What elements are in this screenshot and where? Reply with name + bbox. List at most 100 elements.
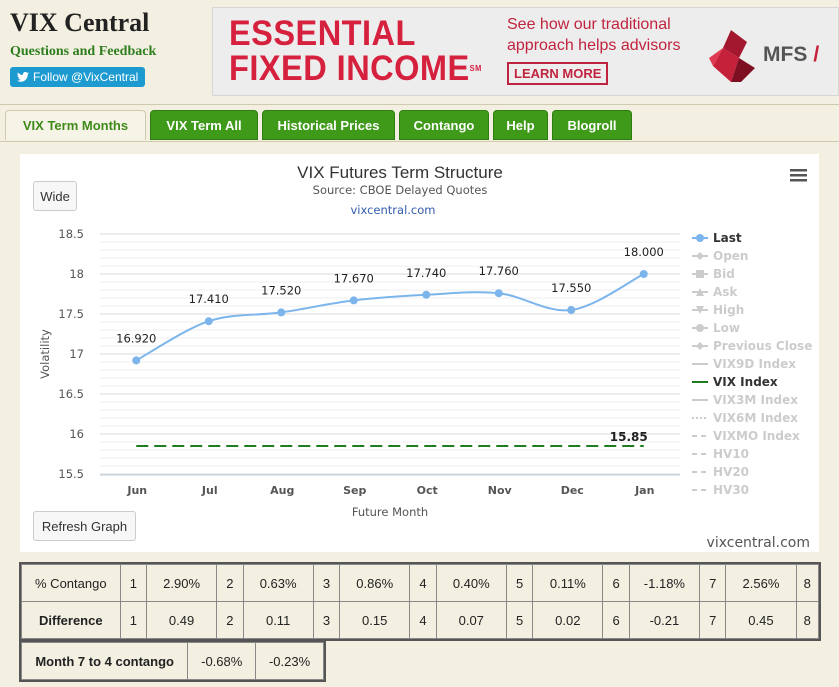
- ad-banner[interactable]: ESSENTIAL FIXED INCOMESM See how our tra…: [212, 7, 839, 96]
- legend-circle-icon: [696, 234, 704, 242]
- x-tick-label: Jan: [634, 484, 654, 497]
- contango-value: 2.56%: [725, 564, 797, 602]
- legend-item[interactable]: VIXMO Index: [692, 429, 800, 443]
- follow-twitter-button[interactable]: Follow @VixCentral: [10, 67, 146, 87]
- table-row: Month 7 to 4 contango -0.68% -0.23%: [20, 642, 324, 680]
- y-tick-label: 18.5: [58, 227, 84, 241]
- legend-circle-icon: [696, 324, 704, 332]
- month-number: 3: [312, 601, 341, 639]
- refresh-graph-button[interactable]: Refresh Graph: [33, 511, 136, 541]
- ad-headline-line1: ESSENTIAL: [229, 14, 416, 53]
- difference-value: 0.07: [435, 601, 507, 639]
- difference-value: 0.11: [242, 601, 314, 639]
- y-tick-label: 17: [69, 347, 84, 361]
- contango-value: 0.63%: [242, 564, 314, 602]
- legend-label: VIX Index: [713, 375, 778, 389]
- y-axis-title: Volatility: [38, 329, 52, 379]
- legend-label: High: [713, 303, 744, 317]
- legend-item[interactable]: Bid: [692, 267, 735, 281]
- legend-triangle-down-icon: [696, 306, 704, 314]
- menu-icon[interactable]: [790, 169, 807, 182]
- last-data-point: [422, 290, 431, 299]
- x-tick-label: Oct: [417, 484, 438, 497]
- ad-headline-line2: FIXED INCOMESM: [229, 51, 482, 86]
- site-title[interactable]: VIX Central: [10, 8, 150, 37]
- difference-value: -0.21: [628, 601, 700, 639]
- legend-item[interactable]: VIX3M Index: [692, 393, 798, 407]
- month-number: 6: [602, 564, 630, 602]
- tab-help[interactable]: Help: [493, 110, 548, 140]
- ad-copy: See how our traditional approach helps a…: [507, 14, 680, 56]
- x-axis-title: Future Month: [352, 505, 428, 519]
- legend-triangle-icon: [696, 288, 704, 296]
- y-tick-label: 17.5: [58, 307, 84, 321]
- x-tick-label: Nov: [488, 484, 513, 497]
- y-tick-label: 18: [69, 267, 84, 281]
- month-number: 6: [602, 601, 630, 639]
- ad-learn-more-button[interactable]: LEARN MORE: [507, 62, 609, 85]
- chart-credit[interactable]: vixcentral.com: [351, 203, 436, 217]
- month-number: 7: [698, 601, 727, 639]
- legend-label: VIXMO Index: [713, 429, 800, 443]
- tab-vix-term-months[interactable]: VIX Term Months: [5, 110, 146, 140]
- legend-square-icon: [696, 270, 704, 278]
- tab-blogroll[interactable]: Blogroll: [552, 110, 632, 140]
- legend-item[interactable]: Low: [692, 321, 740, 335]
- ad-copy-line2: approach helps advisors: [507, 37, 681, 54]
- chart-panel: VIX Futures Term Structure Source: CBOE …: [20, 154, 819, 552]
- legend-label: Ask: [713, 285, 738, 299]
- legend-item[interactable]: HV20: [692, 465, 749, 479]
- month-number: 5: [505, 564, 534, 602]
- row-label-difference: Difference: [21, 601, 121, 639]
- y-tick-label: 16.5: [58, 387, 84, 401]
- month-number: 8: [795, 564, 820, 602]
- tab-historical-prices[interactable]: Historical Prices: [262, 110, 395, 140]
- last-data-label: 16.920: [116, 331, 156, 345]
- legend-label: VIX6M Index: [713, 411, 798, 425]
- tab-contango[interactable]: Contango: [399, 110, 489, 140]
- difference-value: 0.15: [339, 601, 411, 639]
- last-data-label: 17.410: [189, 292, 229, 306]
- month-number: 2: [216, 564, 244, 602]
- legend-item[interactable]: Open: [692, 249, 748, 263]
- month-number: 3: [312, 564, 341, 602]
- month-7-to-4-value: -0.68%: [187, 642, 257, 680]
- follow-label: Follow @VixCentral: [33, 70, 139, 84]
- month-number: 5: [505, 601, 534, 639]
- legend-item[interactable]: High: [692, 303, 744, 317]
- tab-bar: VIX Term Months VIX Term All Historical …: [0, 104, 839, 142]
- row-label-contango: % Contango: [21, 564, 121, 602]
- legend-label: Last: [713, 231, 742, 245]
- ad-copy-line1: See how our traditional: [507, 16, 671, 33]
- table-row: Difference 1 0.49 2 0.11 3 0.15 4 0.07 5…: [21, 601, 820, 639]
- questions-feedback-link[interactable]: Questions and Feedback: [10, 44, 157, 59]
- last-data-label: 17.520: [261, 283, 301, 297]
- legend-item[interactable]: VIX Index: [692, 375, 778, 389]
- month-7-to-4-label: Month 7 to 4 contango: [20, 642, 189, 680]
- contango-value: 0.40%: [435, 564, 507, 602]
- legend-item[interactable]: VIX9D Index: [692, 357, 796, 371]
- tab-vix-term-all[interactable]: VIX Term All: [150, 110, 258, 140]
- contango-value: 2.90%: [146, 564, 218, 602]
- legend-item[interactable]: VIX6M Index: [692, 411, 798, 425]
- legend-item[interactable]: HV30: [692, 483, 749, 497]
- difference-value: 0.02: [532, 601, 604, 639]
- legend-item[interactable]: Last: [692, 231, 742, 245]
- legend-diamond-icon: [696, 342, 704, 350]
- contango-value: 0.11%: [532, 564, 604, 602]
- last-data-label: 17.760: [479, 264, 519, 278]
- legend-item[interactable]: HV10: [692, 447, 749, 461]
- wide-button[interactable]: Wide: [33, 181, 77, 211]
- legend-label: HV10: [713, 447, 749, 461]
- difference-value: 0.49: [146, 601, 218, 639]
- legend-item[interactable]: Ask: [692, 285, 738, 299]
- contango-value: 0.86%: [339, 564, 411, 602]
- legend-item[interactable]: Previous Close: [692, 339, 812, 353]
- last-data-point: [277, 308, 286, 317]
- last-data-point: [639, 270, 648, 278]
- last-data-label: 18.000: [624, 245, 664, 259]
- last-data-point: [204, 317, 213, 326]
- x-tick-label: Sep: [343, 484, 366, 497]
- x-tick-label: Aug: [270, 484, 294, 497]
- x-tick-label: Jul: [201, 484, 218, 497]
